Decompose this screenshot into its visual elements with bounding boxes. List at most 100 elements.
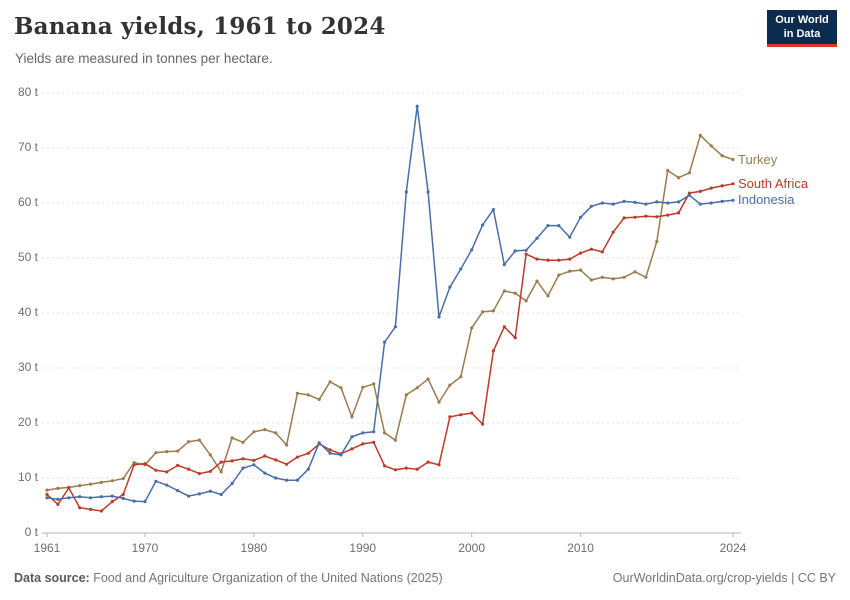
series-point-indonesia[interactable] <box>143 500 147 504</box>
series-point-turkey[interactable] <box>687 171 692 175</box>
series-point-indonesia[interactable] <box>524 248 528 252</box>
series-point-indonesia[interactable] <box>132 499 136 503</box>
series-point-turkey[interactable] <box>459 375 463 379</box>
series-line-south-africa[interactable] <box>46 183 734 512</box>
series-point-indonesia[interactable] <box>611 202 615 206</box>
series-point-turkey[interactable] <box>644 275 648 279</box>
series-point-indonesia[interactable] <box>187 494 191 498</box>
series-point-indonesia[interactable] <box>404 190 408 194</box>
series-point-south-africa[interactable] <box>208 469 212 473</box>
series-point-south-africa[interactable] <box>252 458 256 462</box>
owid-link[interactable]: OurWorldinData.org/crop-yields | CC BY <box>612 571 836 585</box>
series-point-south-africa[interactable] <box>622 216 626 220</box>
series-point-turkey[interactable] <box>426 377 430 381</box>
series-point-south-africa[interactable] <box>99 509 103 513</box>
series-point-turkey[interactable] <box>306 393 310 397</box>
series-point-turkey[interactable] <box>481 310 485 314</box>
series-point-indonesia[interactable] <box>415 104 419 108</box>
series-point-indonesia[interactable] <box>67 496 71 500</box>
series-point-indonesia[interactable] <box>295 478 299 482</box>
series-point-south-africa[interactable] <box>56 502 60 506</box>
series-point-indonesia[interactable] <box>426 190 430 194</box>
series-point-turkey[interactable] <box>622 275 626 279</box>
series-point-indonesia[interactable] <box>252 463 256 467</box>
series-point-south-africa[interactable] <box>241 457 245 461</box>
series-point-south-africa[interactable] <box>306 451 310 455</box>
series-point-indonesia[interactable] <box>372 430 376 434</box>
series-point-indonesia[interactable] <box>644 202 648 206</box>
series-point-south-africa[interactable] <box>600 250 604 254</box>
series-point-indonesia[interactable] <box>383 340 387 344</box>
series-point-south-africa[interactable] <box>731 182 735 186</box>
series-point-indonesia[interactable] <box>230 481 234 486</box>
series-point-south-africa[interactable] <box>579 251 583 255</box>
series-point-indonesia[interactable] <box>121 496 125 500</box>
series-point-south-africa[interactable] <box>187 467 191 471</box>
series-point-south-africa[interactable] <box>644 214 648 218</box>
series-point-south-africa[interactable] <box>197 472 201 476</box>
series-point-indonesia[interactable] <box>263 471 267 475</box>
series-point-south-africa[interactable] <box>655 215 659 219</box>
series-point-indonesia[interactable] <box>45 496 49 500</box>
series-point-turkey[interactable] <box>698 133 702 137</box>
series-point-indonesia[interactable] <box>546 224 550 228</box>
series-point-south-africa[interactable] <box>143 462 147 466</box>
series-point-indonesia[interactable] <box>219 492 223 497</box>
series-point-indonesia[interactable] <box>655 200 659 204</box>
series-point-south-africa[interactable] <box>698 189 702 193</box>
series-point-indonesia[interactable] <box>197 492 201 496</box>
series-point-indonesia[interactable] <box>306 467 310 471</box>
series-point-south-africa[interactable] <box>121 492 125 497</box>
series-point-turkey[interactable] <box>274 431 278 435</box>
series-point-turkey[interactable] <box>491 309 495 313</box>
series-point-turkey[interactable] <box>448 383 452 387</box>
series-point-indonesia[interactable] <box>393 325 397 329</box>
series-point-turkey[interactable] <box>655 239 659 244</box>
series-point-south-africa[interactable] <box>470 411 474 415</box>
series-point-south-africa[interactable] <box>557 258 561 262</box>
series-point-south-africa[interactable] <box>328 448 332 452</box>
series-point-indonesia[interactable] <box>720 199 724 203</box>
series-point-south-africa[interactable] <box>383 464 387 468</box>
series-point-indonesia[interactable] <box>165 483 169 487</box>
series-point-turkey[interactable] <box>99 480 103 484</box>
series-point-turkey[interactable] <box>393 438 397 442</box>
series-point-south-africa[interactable] <box>45 492 49 497</box>
series-point-indonesia[interactable] <box>448 285 452 289</box>
series-point-south-africa[interactable] <box>361 442 365 446</box>
series-point-indonesia[interactable] <box>361 431 365 435</box>
series-point-indonesia[interactable] <box>589 204 594 208</box>
series-point-turkey[interactable] <box>328 380 332 384</box>
series-point-south-africa[interactable] <box>393 468 397 472</box>
series-point-south-africa[interactable] <box>132 463 136 467</box>
series-point-turkey[interactable] <box>709 144 713 148</box>
series-point-turkey[interactable] <box>677 176 681 180</box>
series-point-turkey[interactable] <box>187 440 191 444</box>
series-point-turkey[interactable] <box>45 488 49 492</box>
series-point-south-africa[interactable] <box>502 325 506 329</box>
series-point-south-africa[interactable] <box>481 422 485 426</box>
series-point-indonesia[interactable] <box>600 201 604 205</box>
series-point-south-africa[interactable] <box>263 454 267 458</box>
series-label-south-africa[interactable]: South Africa <box>738 175 809 191</box>
series-point-indonesia[interactable] <box>285 478 289 482</box>
series-point-indonesia[interactable] <box>56 497 60 501</box>
series-point-south-africa[interactable] <box>448 415 452 419</box>
series-point-indonesia[interactable] <box>470 248 474 252</box>
series-point-south-africa[interactable] <box>67 486 71 490</box>
series-point-indonesia[interactable] <box>339 453 343 457</box>
series-point-turkey[interactable] <box>285 443 289 447</box>
series-point-south-africa[interactable] <box>165 470 169 474</box>
series-point-turkey[interactable] <box>535 279 539 283</box>
series-point-turkey[interactable] <box>89 482 93 486</box>
series-point-south-africa[interactable] <box>295 455 299 459</box>
series-point-turkey[interactable] <box>208 453 212 457</box>
series-point-turkey[interactable] <box>165 450 169 454</box>
series-point-turkey[interactable] <box>317 397 321 401</box>
series-point-indonesia[interactable] <box>99 495 103 499</box>
series-point-turkey[interactable] <box>361 385 365 389</box>
series-point-turkey[interactable] <box>230 436 234 440</box>
series-point-south-africa[interactable] <box>491 349 495 353</box>
series-point-indonesia[interactable] <box>328 451 332 455</box>
series-point-turkey[interactable] <box>241 440 245 444</box>
